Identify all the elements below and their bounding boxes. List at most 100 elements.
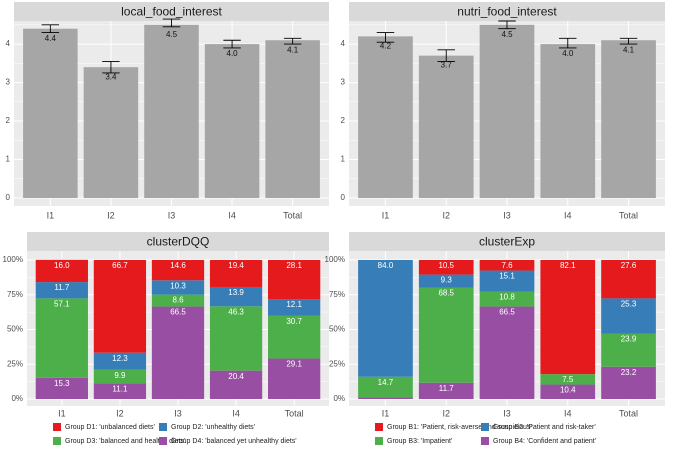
stacked-bar-segment	[601, 333, 656, 367]
segment-value-label: 66.5	[170, 308, 186, 317]
x-tick-label: I3	[174, 408, 182, 418]
segment-value-label: 19.4	[228, 261, 244, 270]
segment-value-label: 9.9	[114, 371, 126, 380]
y-tick-label: 1	[341, 155, 346, 164]
y-tick-label: 2	[6, 116, 11, 125]
segment-value-label: 8.6	[172, 296, 184, 305]
x-tick-label: I1	[382, 408, 390, 418]
y-tick-label: 50%	[7, 325, 23, 334]
y-tick-label: 0	[341, 193, 346, 202]
y-tick-label: 3	[6, 78, 11, 87]
legend-label: Group D2: 'unhealthy diets'	[171, 424, 255, 431]
segment-value-label: 84.0	[378, 261, 394, 270]
panel-nutri-food-interest: nutri_food_interest 0 1 2 3 4 I1 I2 I3 I4 Total 4.2…	[341, 2, 665, 220]
legend-swatch	[159, 423, 167, 431]
stacked-bar-segment	[268, 260, 321, 300]
segment-value-label: 11.7	[439, 384, 455, 393]
segment-value-label: 10.3	[170, 281, 186, 290]
panel-strip	[349, 232, 665, 251]
x-tick-label: Total	[285, 408, 304, 418]
stacked-bar-segment	[209, 370, 263, 399]
x-tick-label: I2	[116, 408, 124, 418]
stacked-bar-segment	[35, 377, 88, 399]
bar-value-label: 4.1	[287, 45, 299, 54]
x-tick-label: I4	[564, 210, 572, 220]
stacked-bar-segment	[151, 306, 205, 399]
stacked-bar-segment	[479, 291, 535, 307]
stacked-bar-segment	[35, 259, 88, 283]
y-tick-label: 100%	[325, 255, 345, 264]
legend-label: Group B1: 'Patient, risk-averse and susp…	[387, 424, 532, 431]
stacked-bar-segment	[151, 280, 205, 295]
segment-value-label: 66.7	[112, 261, 128, 270]
segment-value-label: 10.4	[560, 386, 576, 395]
bar	[540, 44, 596, 198]
bar-value-label: 4.4	[45, 34, 57, 43]
bar	[265, 40, 320, 198]
y-tick-label: 4	[341, 39, 346, 48]
bar-value-label: 4.1	[623, 45, 635, 54]
panel-strip	[349, 2, 665, 21]
segment-value-label: 12.3	[112, 354, 128, 363]
stacked-bar-segment	[358, 260, 413, 377]
stacked-bar-segment	[418, 260, 474, 275]
segment-value-label: 11.1	[112, 385, 128, 394]
segment-value-label: 11.7	[54, 283, 70, 292]
legend-swatch	[375, 423, 383, 431]
segment-value-label: 27.6	[621, 261, 637, 270]
x-tick-label: Total	[619, 210, 638, 220]
segment-value-label: 20.4	[228, 372, 244, 381]
segment-value-label: 15.1	[499, 272, 515, 281]
stacked-bar-segment	[93, 383, 147, 399]
bar	[83, 67, 139, 198]
stacked-bar-segment	[151, 294, 205, 307]
y-tick-label: 0	[6, 193, 11, 202]
segment-value-label: 30.7	[286, 317, 302, 326]
panel-clusterDQQ: clusterDQQ 0% 25% 50% 75% 100% I1 I2 I3 I4 Total 15…	[3, 232, 329, 445]
stacked-bar-segment	[418, 274, 474, 288]
x-tick-label: I2	[107, 210, 115, 220]
stacked-bar-segment	[479, 306, 535, 399]
segment-value-label: 10.5	[438, 261, 454, 270]
segment-value-label: 25.3	[621, 299, 637, 308]
segment-value-label: 12.1	[286, 300, 302, 309]
stacked-bar-segment	[93, 369, 147, 384]
y-tick-label: 75%	[329, 290, 345, 299]
stacked-bar-segment	[358, 397, 413, 399]
segment-value-label: 23.9	[621, 335, 637, 344]
bar	[23, 28, 78, 199]
segment-value-label: 23.2	[621, 368, 637, 377]
segment-value-label: 15.3	[54, 379, 70, 388]
stacked-bar-segment	[540, 260, 596, 375]
x-tick-label: I3	[503, 210, 511, 220]
legend-label: Group B3: 'Impatient'	[387, 438, 452, 445]
stacked-bar-segment	[601, 298, 656, 334]
segment-value-label: 14.6	[170, 261, 186, 270]
stacked-bar-segment	[151, 260, 205, 281]
legend-swatch	[481, 423, 489, 431]
segment-value-label: 13.9	[228, 288, 244, 297]
panel-title: clusterDQQ	[147, 235, 210, 249]
panel-title: clusterExp	[479, 235, 535, 249]
bar	[144, 24, 199, 199]
bar	[204, 44, 260, 198]
segment-value-label: 68.5	[438, 289, 454, 298]
y-tick-label: 25%	[329, 359, 345, 368]
stacked-bar-segment	[418, 287, 474, 383]
legend-label: Group D1: 'unbalanced diets'	[65, 424, 155, 431]
bar-value-label: 4.5	[166, 30, 178, 39]
y-tick-label: 100%	[3, 255, 23, 264]
segment-value-label: 9.3	[441, 276, 453, 285]
legend-swatch	[53, 423, 61, 431]
y-tick-label: 0%	[11, 394, 23, 403]
y-tick-label: 3	[341, 78, 346, 87]
bar-value-label: 4.2	[380, 42, 392, 51]
y-tick-label: 0%	[333, 394, 345, 403]
y-tick-label: 75%	[7, 290, 23, 299]
segment-value-label: 14.7	[378, 378, 394, 387]
legend-swatch	[159, 437, 167, 445]
panel-strip	[14, 2, 329, 21]
bar-value-label: 3.4	[105, 72, 117, 81]
